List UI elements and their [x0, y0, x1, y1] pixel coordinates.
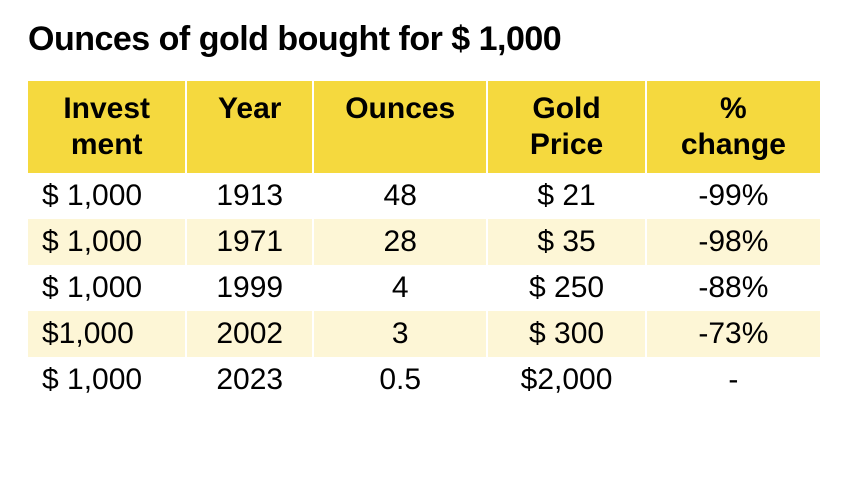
cell-gold-price: $ 35 [487, 219, 645, 265]
cell-year: 2002 [186, 311, 313, 357]
cell-year: 1971 [186, 219, 313, 265]
cell-gold-price: $ 21 [487, 173, 645, 219]
cell-pct-change: -73% [646, 311, 820, 357]
table-row: $1,000 2002 3 $ 300 -73% [28, 311, 820, 357]
cell-ounces: 4 [313, 265, 487, 311]
table-row: $ 1,000 1913 48 $ 21 -99% [28, 173, 820, 219]
cell-investment: $ 1,000 [28, 357, 186, 403]
col-header-text: Gold [496, 91, 636, 127]
col-header-text: Invest [36, 91, 177, 127]
col-header-text: Ounces [322, 91, 478, 127]
cell-ounces: 28 [313, 219, 487, 265]
gold-table: Invest ment Year Ounces Gold Price % cha… [28, 81, 820, 403]
cell-ounces: 48 [313, 173, 487, 219]
col-header-text: Year [195, 91, 304, 127]
col-header-pct-change: % change [646, 81, 820, 173]
col-header-text: change [655, 127, 812, 163]
cell-investment: $1,000 [28, 311, 186, 357]
cell-year: 2023 [186, 357, 313, 403]
table-row: $ 1,000 1999 4 $ 250 -88% [28, 265, 820, 311]
cell-ounces: 0.5 [313, 357, 487, 403]
table-row: $ 1,000 2023 0.5 $2,000 - [28, 357, 820, 403]
cell-pct-change: -88% [646, 265, 820, 311]
col-header-gold-price: Gold Price [487, 81, 645, 173]
cell-investment: $ 1,000 [28, 265, 186, 311]
col-header-ounces: Ounces [313, 81, 487, 173]
cell-pct-change: - [646, 357, 820, 403]
cell-investment: $ 1,000 [28, 173, 186, 219]
table-row: $ 1,000 1971 28 $ 35 -98% [28, 219, 820, 265]
cell-pct-change: -99% [646, 173, 820, 219]
col-header-text: Price [496, 127, 636, 163]
col-header-text: % [655, 91, 812, 127]
col-header-text: ment [36, 127, 177, 163]
cell-pct-change: -98% [646, 219, 820, 265]
cell-ounces: 3 [313, 311, 487, 357]
page-title: Ounces of gold bought for $ 1,000 [28, 20, 820, 59]
col-header-investment: Invest ment [28, 81, 186, 173]
cell-gold-price: $ 250 [487, 265, 645, 311]
col-header-year: Year [186, 81, 313, 173]
cell-gold-price: $ 300 [487, 311, 645, 357]
cell-year: 1913 [186, 173, 313, 219]
cell-investment: $ 1,000 [28, 219, 186, 265]
cell-gold-price: $2,000 [487, 357, 645, 403]
table-header-row: Invest ment Year Ounces Gold Price % cha… [28, 81, 820, 173]
cell-year: 1999 [186, 265, 313, 311]
